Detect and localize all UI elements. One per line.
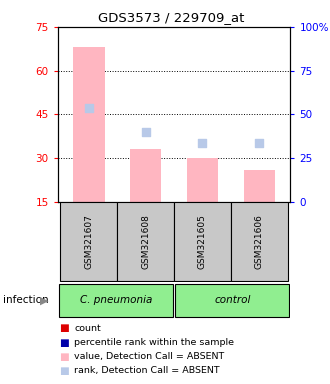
Text: infection: infection [3,295,49,306]
Bar [174,202,231,281]
Text: ■: ■ [59,366,69,376]
Text: value, Detection Call = ABSENT: value, Detection Call = ABSENT [74,352,224,361]
Text: ▶: ▶ [40,295,49,306]
Text: ■: ■ [59,323,69,333]
Bar [130,149,161,202]
Text: ■: ■ [59,352,69,362]
Point [200,140,205,146]
Text: percentile rank within the sample: percentile rank within the sample [74,338,234,347]
Text: GSM321607: GSM321607 [84,215,93,269]
Bar [59,284,173,317]
Text: GSM321606: GSM321606 [255,215,264,269]
Text: GDS3573 / 229709_at: GDS3573 / 229709_at [98,11,245,24]
Text: control: control [214,295,250,306]
Text: GSM321608: GSM321608 [141,215,150,269]
Bar [60,202,117,281]
Bar [175,284,289,317]
Text: C. pneumonia: C. pneumonia [80,295,152,306]
Bar [244,170,275,202]
Text: GSM321605: GSM321605 [198,215,207,269]
Text: ■: ■ [59,338,69,348]
Bar [117,202,174,281]
Point [143,129,148,135]
Text: count: count [74,324,101,333]
Point [86,105,92,111]
Bar [73,47,105,202]
Bar [187,158,218,202]
Bar [231,202,288,281]
Point [256,140,262,146]
Text: rank, Detection Call = ABSENT: rank, Detection Call = ABSENT [74,366,220,376]
